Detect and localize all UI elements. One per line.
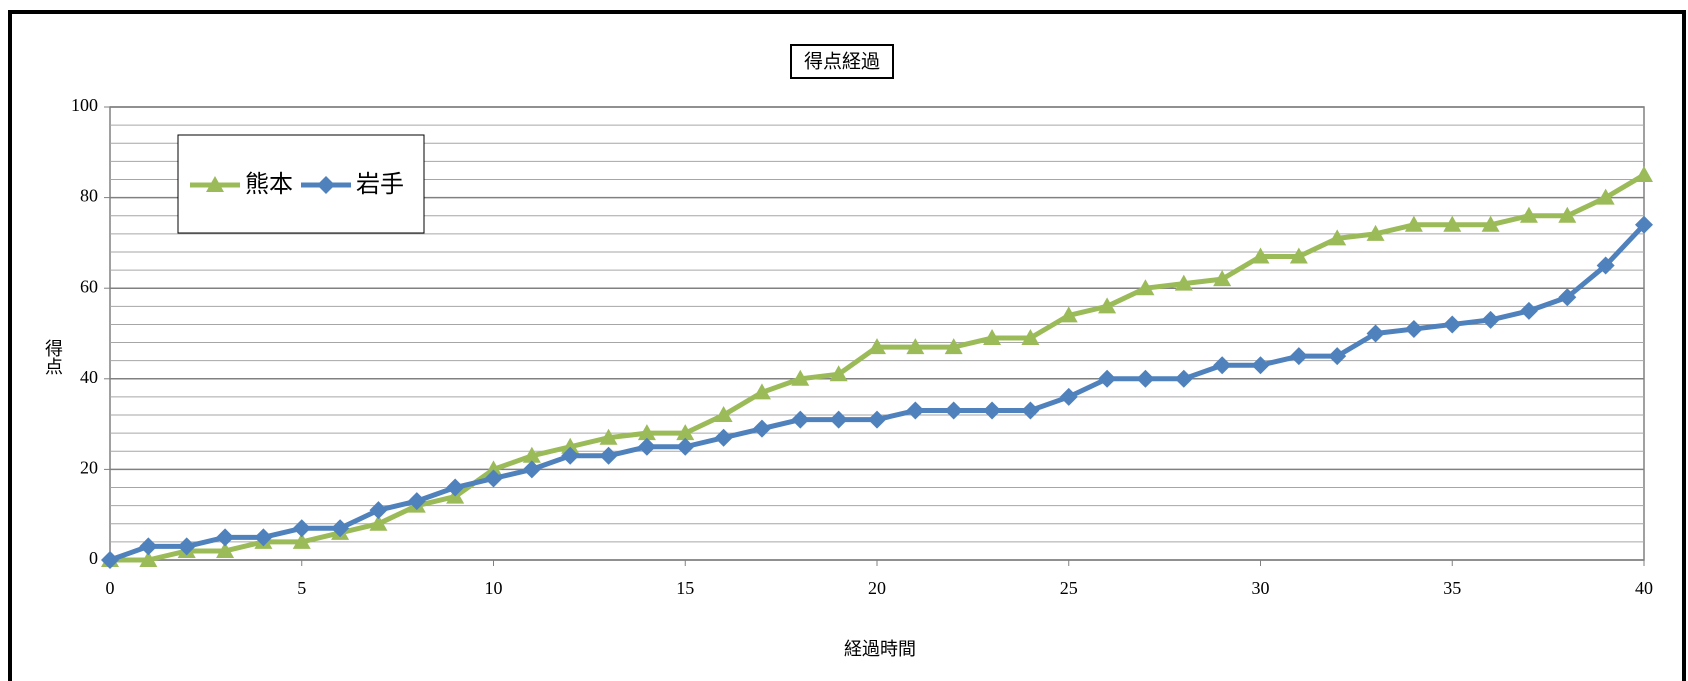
x-tick-label: 15 [676,578,694,598]
y-tick-label: 60 [80,276,98,296]
y-tick-label: 40 [80,367,98,387]
x-tick-label: 20 [868,578,886,598]
chart-title: 得点経過 [804,51,880,73]
x-tick-label: 40 [1635,578,1653,598]
y-tick-label: 20 [80,458,98,478]
x-axis-label: 経過時間 [844,639,916,660]
y-tick-label: 0 [89,548,98,568]
legend-label: 熊本 [245,170,293,198]
x-tick-label: 30 [1252,578,1270,598]
x-tick-label: 25 [1060,578,1078,598]
x-tick-label: 10 [485,578,503,598]
y-tick-label: 100 [71,95,98,115]
x-tick-label: 35 [1443,578,1461,598]
chart: 得点経過 経過時間 得点 0 20 40 60 80 100 0 5 10 15 20 25 30 35 4… [0,0,1688,681]
y-axis-label: 得点 [42,339,63,375]
x-tick-label: 0 [106,578,115,598]
legend-label: 岩手 [356,170,404,198]
y-tick-label: 80 [80,186,98,206]
x-tick-label: 5 [297,578,306,598]
